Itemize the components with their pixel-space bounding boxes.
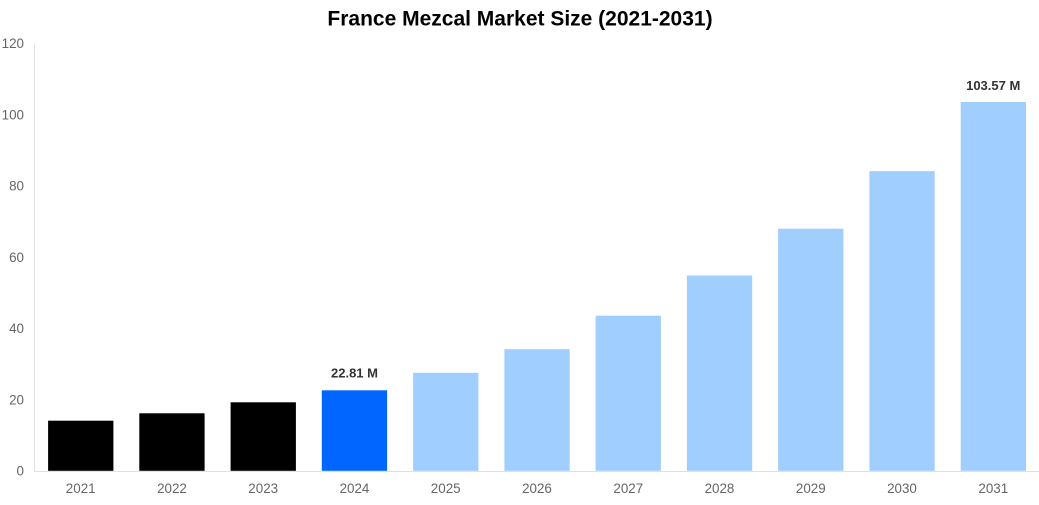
svg-text:2021: 2021 [66, 481, 96, 496]
svg-text:103.57 M: 103.57 M [966, 78, 1020, 93]
svg-text:120: 120 [2, 36, 24, 51]
svg-text:2022: 2022 [157, 481, 187, 496]
svg-text:40: 40 [9, 321, 24, 336]
svg-text:60: 60 [9, 250, 24, 265]
svg-text:2030: 2030 [887, 481, 917, 496]
svg-text:20: 20 [9, 392, 24, 407]
svg-text:2028: 2028 [705, 481, 735, 496]
svg-text:2029: 2029 [796, 481, 826, 496]
svg-text:2023: 2023 [248, 481, 278, 496]
svg-text:2031: 2031 [978, 481, 1008, 496]
svg-text:2025: 2025 [431, 481, 461, 496]
svg-text:2027: 2027 [613, 481, 643, 496]
svg-text:100: 100 [2, 107, 24, 122]
svg-text:2026: 2026 [522, 481, 552, 496]
svg-text:80: 80 [9, 179, 24, 194]
svg-text:0: 0 [17, 464, 24, 479]
svg-text:2024: 2024 [340, 481, 370, 496]
svg-text:France Mezcal Market Size (202: France Mezcal Market Size (2021-2031) [327, 7, 712, 30]
svg-text:22.81 M: 22.81 M [331, 366, 378, 381]
